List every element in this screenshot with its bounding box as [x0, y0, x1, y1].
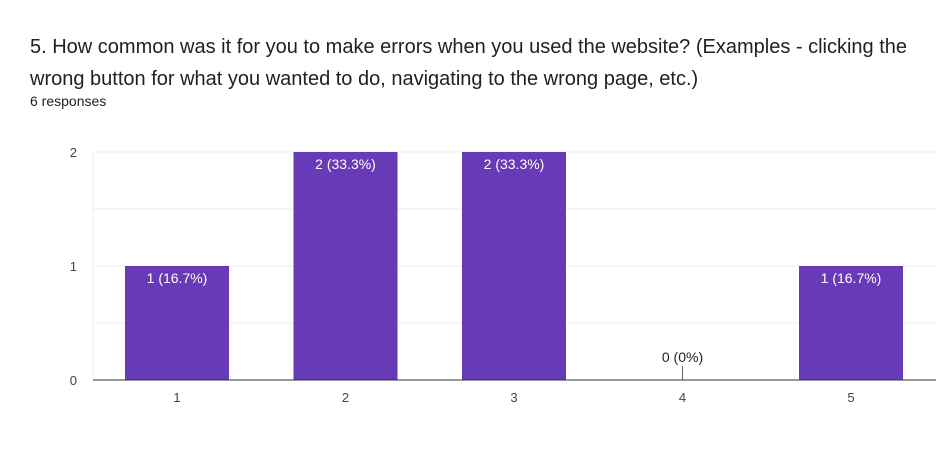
data-labels: 1 (16.7%) 2 (33.3%) 2 (33.3%) 0 (0%) 1 (16.7… — [147, 156, 882, 380]
x-tick-label: 5 — [847, 390, 854, 405]
data-label: 1 (16.7%) — [821, 270, 882, 286]
bar — [293, 152, 398, 380]
y-tick-label: 0 — [70, 373, 77, 388]
data-label: 0 (0%) — [662, 349, 703, 365]
y-axis-ticks: 0 1 2 — [70, 145, 77, 388]
x-tick-label: 1 — [173, 390, 180, 405]
x-tick-label: 2 — [342, 390, 349, 405]
y-tick-label: 1 — [70, 259, 77, 274]
response-count: 6 responses — [30, 93, 107, 109]
x-tick-label: 3 — [510, 390, 517, 405]
chart-bars — [125, 152, 903, 380]
x-tick-label: 4 — [679, 390, 686, 405]
y-tick-label: 2 — [70, 145, 77, 160]
question-title: 5. How common was it for you to make err… — [30, 36, 908, 90]
bar — [799, 266, 903, 380]
data-label: 1 (16.7%) — [147, 270, 208, 286]
bar — [125, 266, 229, 380]
x-axis-ticks: 1 2 3 4 5 — [173, 390, 854, 405]
data-label: 2 (33.3%) — [484, 156, 545, 172]
bar — [462, 152, 566, 380]
data-label: 2 (33.3%) — [315, 156, 376, 172]
